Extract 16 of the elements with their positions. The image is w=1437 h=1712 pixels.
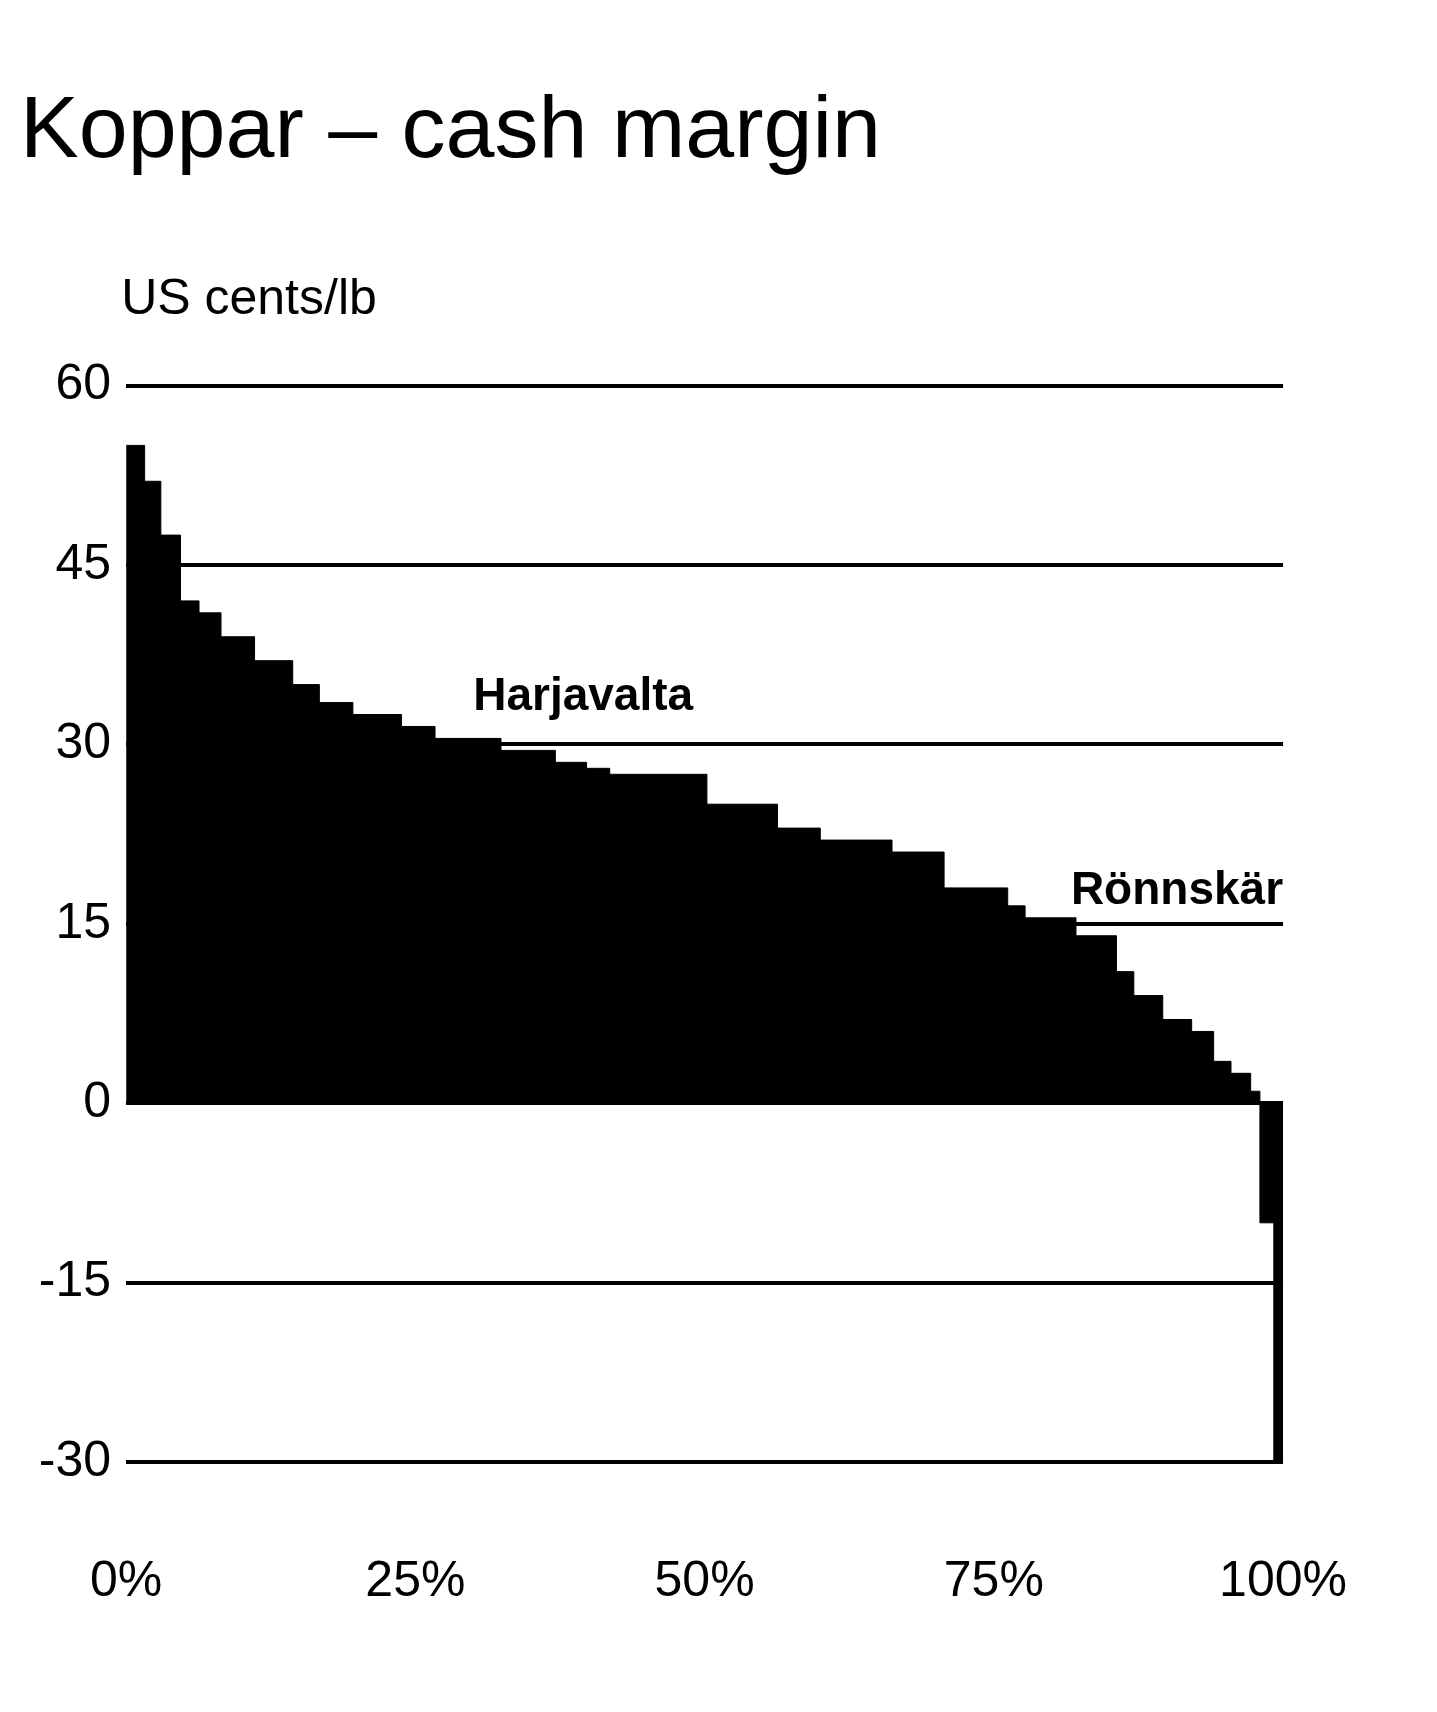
y-tick-label: 15 [55,892,112,949]
x-tick-label: 0% [90,1550,163,1607]
x-tick-label: 100% [1219,1550,1347,1607]
x-tick-label: 25% [365,1550,466,1607]
y-tick-label: 30 [55,713,112,770]
y-tick-label: -30 [38,1430,112,1487]
annotation: Harjavalta [473,668,694,721]
x-tick-label: 50% [654,1550,755,1607]
x-tick-label: 75% [943,1550,1044,1607]
chart-title: Koppar – cash margin [20,77,881,177]
y-tick-label: -15 [38,1251,112,1308]
y-axis-title: US cents/lb [121,269,377,326]
y-tick-label: 60 [55,354,112,411]
y-tick-label: 45 [55,533,112,590]
annotation: Rönnskär [1070,862,1284,915]
y-tick-label: 0 [83,1071,112,1128]
